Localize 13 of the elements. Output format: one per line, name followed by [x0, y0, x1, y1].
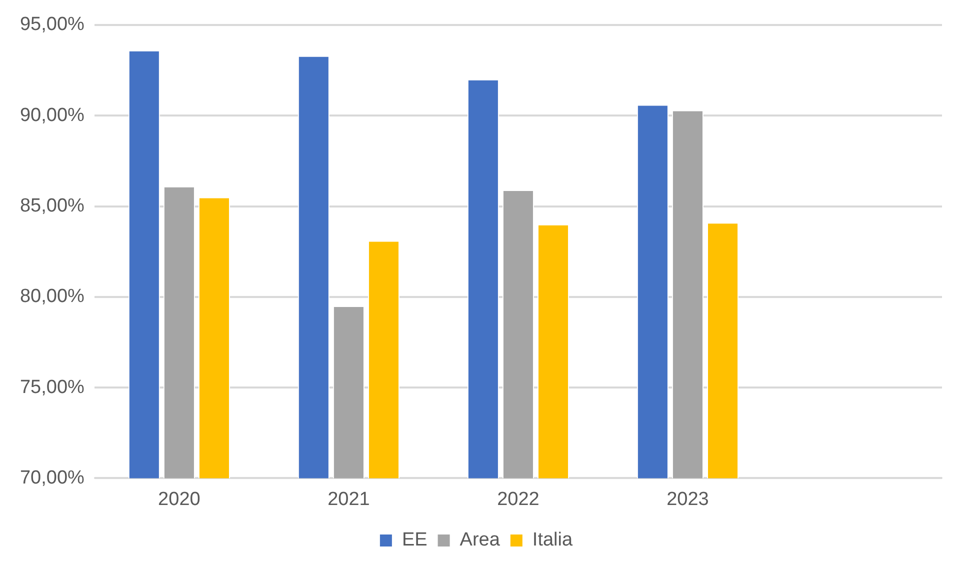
y-tick-label: 70,00%	[20, 467, 85, 488]
legend-label: Italia	[532, 530, 573, 551]
y-tick-label: 90,00%	[20, 104, 85, 126]
legend-label: Area	[460, 530, 500, 551]
x-tick-label: 2022	[497, 488, 540, 510]
y-tick-label: 80,00%	[20, 286, 85, 308]
x-tick-label: 2023	[666, 488, 709, 510]
y-tick-label: 85,00%	[20, 196, 85, 217]
y-tick-label: 95,00%	[20, 14, 85, 36]
x-tick-label: 2021	[328, 488, 370, 510]
legend-label: EE	[402, 530, 428, 551]
x-tick-label: 2020	[158, 488, 200, 510]
y-tick-label: 75,00%	[20, 376, 85, 398]
